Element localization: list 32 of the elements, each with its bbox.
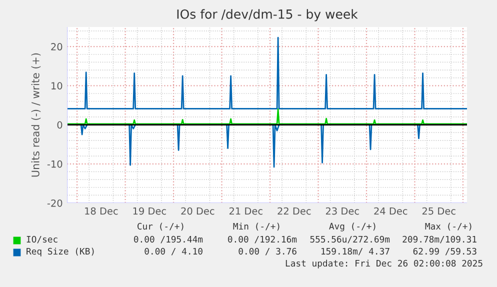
text: 0.00 / 4.10 xyxy=(144,248,202,256)
x-tick-label: 24 Dec xyxy=(374,207,408,215)
text: 0.00 /192.16m xyxy=(228,236,297,244)
text: Last update: Fri Dec 26 02:00:08 2025 xyxy=(286,260,482,268)
text: Avg (-/+) xyxy=(329,222,376,232)
text: Cur (-/+) xyxy=(138,222,184,231)
text: 0.00 /195.44m xyxy=(134,236,203,244)
y-tick-label: -20 xyxy=(47,199,62,207)
line-series xyxy=(67,36,467,110)
y-axis-title: Units read (-) / write (+) xyxy=(31,53,41,177)
y-tick-label: 0 xyxy=(57,121,62,129)
text: 159.18m/ 4.37 xyxy=(322,248,390,256)
y-tick-label: -10 xyxy=(47,160,62,168)
legend-label: IO/sec xyxy=(26,236,58,244)
text: 62.99 /59.53 xyxy=(413,248,476,256)
y-tick-label: 10 xyxy=(52,82,62,90)
x-tick-label: 25 Dec xyxy=(422,207,456,215)
text: Min (-/+) xyxy=(233,222,280,231)
x-tick-label: 18 Dec xyxy=(85,207,118,215)
text: 0.00 / 3.76 xyxy=(238,248,296,256)
chart-title: IOs for /dev/dm-15 - by week xyxy=(177,9,358,22)
text: Max (-/+) xyxy=(425,222,472,231)
x-tick-label: 23 Dec xyxy=(326,207,359,215)
y-tick-label: 20 xyxy=(51,43,62,50)
text: 555.56u/272.69m xyxy=(310,236,390,244)
x-tick-label: 21 Dec xyxy=(229,207,262,215)
x-tick-label: 20 Dec xyxy=(181,207,214,215)
x-tick-label: 22 Dec xyxy=(278,207,311,215)
line-series xyxy=(67,108,467,125)
text: 209.78m/109.31 xyxy=(402,236,476,244)
legend-label: Req Size (KB) xyxy=(26,248,94,256)
x-tick-label: 19 Dec xyxy=(133,207,166,215)
